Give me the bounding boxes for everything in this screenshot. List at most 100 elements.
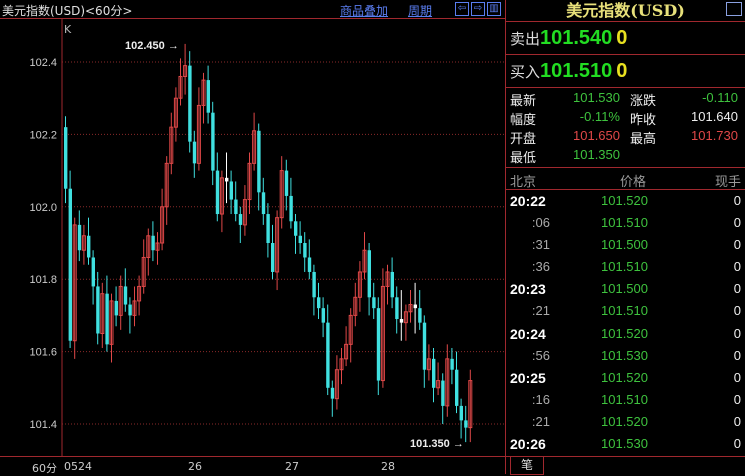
candle-body-down xyxy=(215,170,220,215)
candle-body-up xyxy=(380,285,385,382)
tick-time: 20:25 xyxy=(510,369,546,386)
candle-body-up xyxy=(178,75,183,99)
tick-volume: 0 xyxy=(733,215,741,231)
candle-body-down xyxy=(289,195,293,222)
candle-body-up xyxy=(353,296,358,316)
candle-body-up xyxy=(196,104,201,164)
maximize-icon[interactable] xyxy=(726,2,742,16)
candle-body-down xyxy=(317,297,321,309)
tick-row: 20:26 101.530 0 xyxy=(506,433,745,455)
x-axis: 60分 0524 26 27 28 xyxy=(0,456,505,475)
candle-body-down xyxy=(376,308,381,381)
candle-body-down xyxy=(211,112,215,171)
candle-body-down xyxy=(390,271,394,298)
candle-body-down xyxy=(192,141,197,164)
candle-body-down xyxy=(367,250,371,298)
stat-value: 101.350 xyxy=(573,147,620,162)
tick-price: 101.500 xyxy=(601,237,648,253)
tick-price: 101.530 xyxy=(601,436,648,452)
candle-body-up xyxy=(155,242,160,251)
candle-body-down xyxy=(312,271,316,298)
tick-row: :36 101.510 0 xyxy=(506,256,745,278)
bottom-tabs: 笔 xyxy=(506,456,745,475)
candle-body-up xyxy=(164,162,169,208)
tick-time: :16 xyxy=(531,391,550,407)
tick-row: :06 101.510 0 xyxy=(506,212,745,234)
stat-value: 101.640 xyxy=(691,109,738,124)
chart-header: 美元指数(USD)<60分> 商品叠加 周期 ⇦ ⇨ ▥ xyxy=(0,0,505,19)
candle-body-down xyxy=(326,322,330,388)
tick-row: :21 101.520 0 xyxy=(506,411,745,433)
candle-body-down xyxy=(455,369,459,406)
candle-body-up xyxy=(357,271,362,298)
tick-price: 101.510 xyxy=(601,259,648,275)
tick-row: :21 101.510 0 xyxy=(506,300,745,322)
candle-body-up xyxy=(279,170,284,219)
buy-price: 101.510 xyxy=(540,59,613,82)
candle-body-down xyxy=(413,304,417,309)
x-tick: 0524 xyxy=(64,460,92,473)
candle-body-down xyxy=(321,308,325,323)
y-tick-label: 101.6 xyxy=(29,347,57,359)
candle-body-down xyxy=(298,235,302,243)
stat-value: -0.110 xyxy=(702,90,738,105)
tick-volume: 0 xyxy=(733,303,741,319)
x-tick: 27 xyxy=(285,460,299,473)
stat-label: 幅度 xyxy=(510,113,537,128)
sell-qty: 0 xyxy=(616,26,628,49)
overlay-commodity-link[interactable]: 商品叠加 xyxy=(340,4,389,18)
candle-body-down xyxy=(77,224,82,251)
stat-label: 开盘 xyxy=(510,132,537,147)
stat-label: 最低 xyxy=(510,151,537,166)
tick-row: 20:22 101.520 0 xyxy=(506,190,745,212)
sell-price: 101.540 xyxy=(540,26,613,49)
candle-body-down xyxy=(206,80,210,113)
candle-body-up xyxy=(160,206,165,244)
candle-body-down xyxy=(105,293,109,345)
tick-row: 20:24 101.520 0 xyxy=(506,323,745,345)
arrow-right-icon[interactable]: ⇨ xyxy=(471,2,485,16)
arrow-left-icon[interactable]: ⇦ xyxy=(455,2,469,16)
period-link[interactable]: 周期 xyxy=(408,4,433,18)
candle-body-down xyxy=(68,188,72,341)
candle-body-down xyxy=(450,358,454,370)
tick-volume: 0 xyxy=(733,413,741,429)
sell-quote: 卖出 101.540 0 xyxy=(506,22,745,55)
candle-body-up xyxy=(339,358,344,371)
tick-price: 101.530 xyxy=(601,347,648,363)
stat-value: 101.530 xyxy=(573,90,620,105)
col-volume: 现手 xyxy=(714,175,741,190)
tick-time: :56 xyxy=(531,347,550,363)
candle-body-down xyxy=(399,319,404,323)
candle-body-up xyxy=(132,300,137,316)
tick-price: 101.510 xyxy=(601,391,648,407)
tick-volume: 0 xyxy=(733,325,741,341)
candle-body-down xyxy=(459,405,463,421)
candle-body-up xyxy=(426,358,431,371)
candle-body-up xyxy=(169,126,174,164)
tick-time: :21 xyxy=(531,303,550,319)
tick-price: 101.520 xyxy=(601,413,648,429)
candle-body-up xyxy=(141,256,146,287)
candle-body-up xyxy=(183,65,188,77)
candle-body-down xyxy=(441,380,445,406)
candle-body-up xyxy=(344,343,349,360)
candle-body-up xyxy=(403,311,408,324)
candle-body-up xyxy=(436,380,441,389)
candle-body-up xyxy=(275,217,280,273)
quote-panel: 美元指数(USD) 卖出 101.540 0 买入 101.510 0 最新 10… xyxy=(505,0,745,475)
stat-value: 101.730 xyxy=(691,128,738,143)
candle-body-down xyxy=(123,286,128,305)
candlestick-chart[interactable]: 102.4 102.2 102.0 101.8 101.6 101.4 K 102.450 →… xyxy=(0,19,505,456)
candle-body-down xyxy=(64,127,68,189)
tick-price: 101.510 xyxy=(601,303,648,319)
panel-icon[interactable]: ▥ xyxy=(487,2,501,16)
candle-body-down xyxy=(266,214,270,243)
candle-body-up xyxy=(201,79,206,106)
candle-body-up xyxy=(252,130,257,164)
tick-time: :36 xyxy=(531,259,550,275)
candle-body-up xyxy=(137,285,142,302)
tick-time: 20:26 xyxy=(510,436,546,453)
tick-row: :56 101.530 0 xyxy=(506,345,745,367)
tab-ticks[interactable]: 笔 xyxy=(510,457,544,475)
